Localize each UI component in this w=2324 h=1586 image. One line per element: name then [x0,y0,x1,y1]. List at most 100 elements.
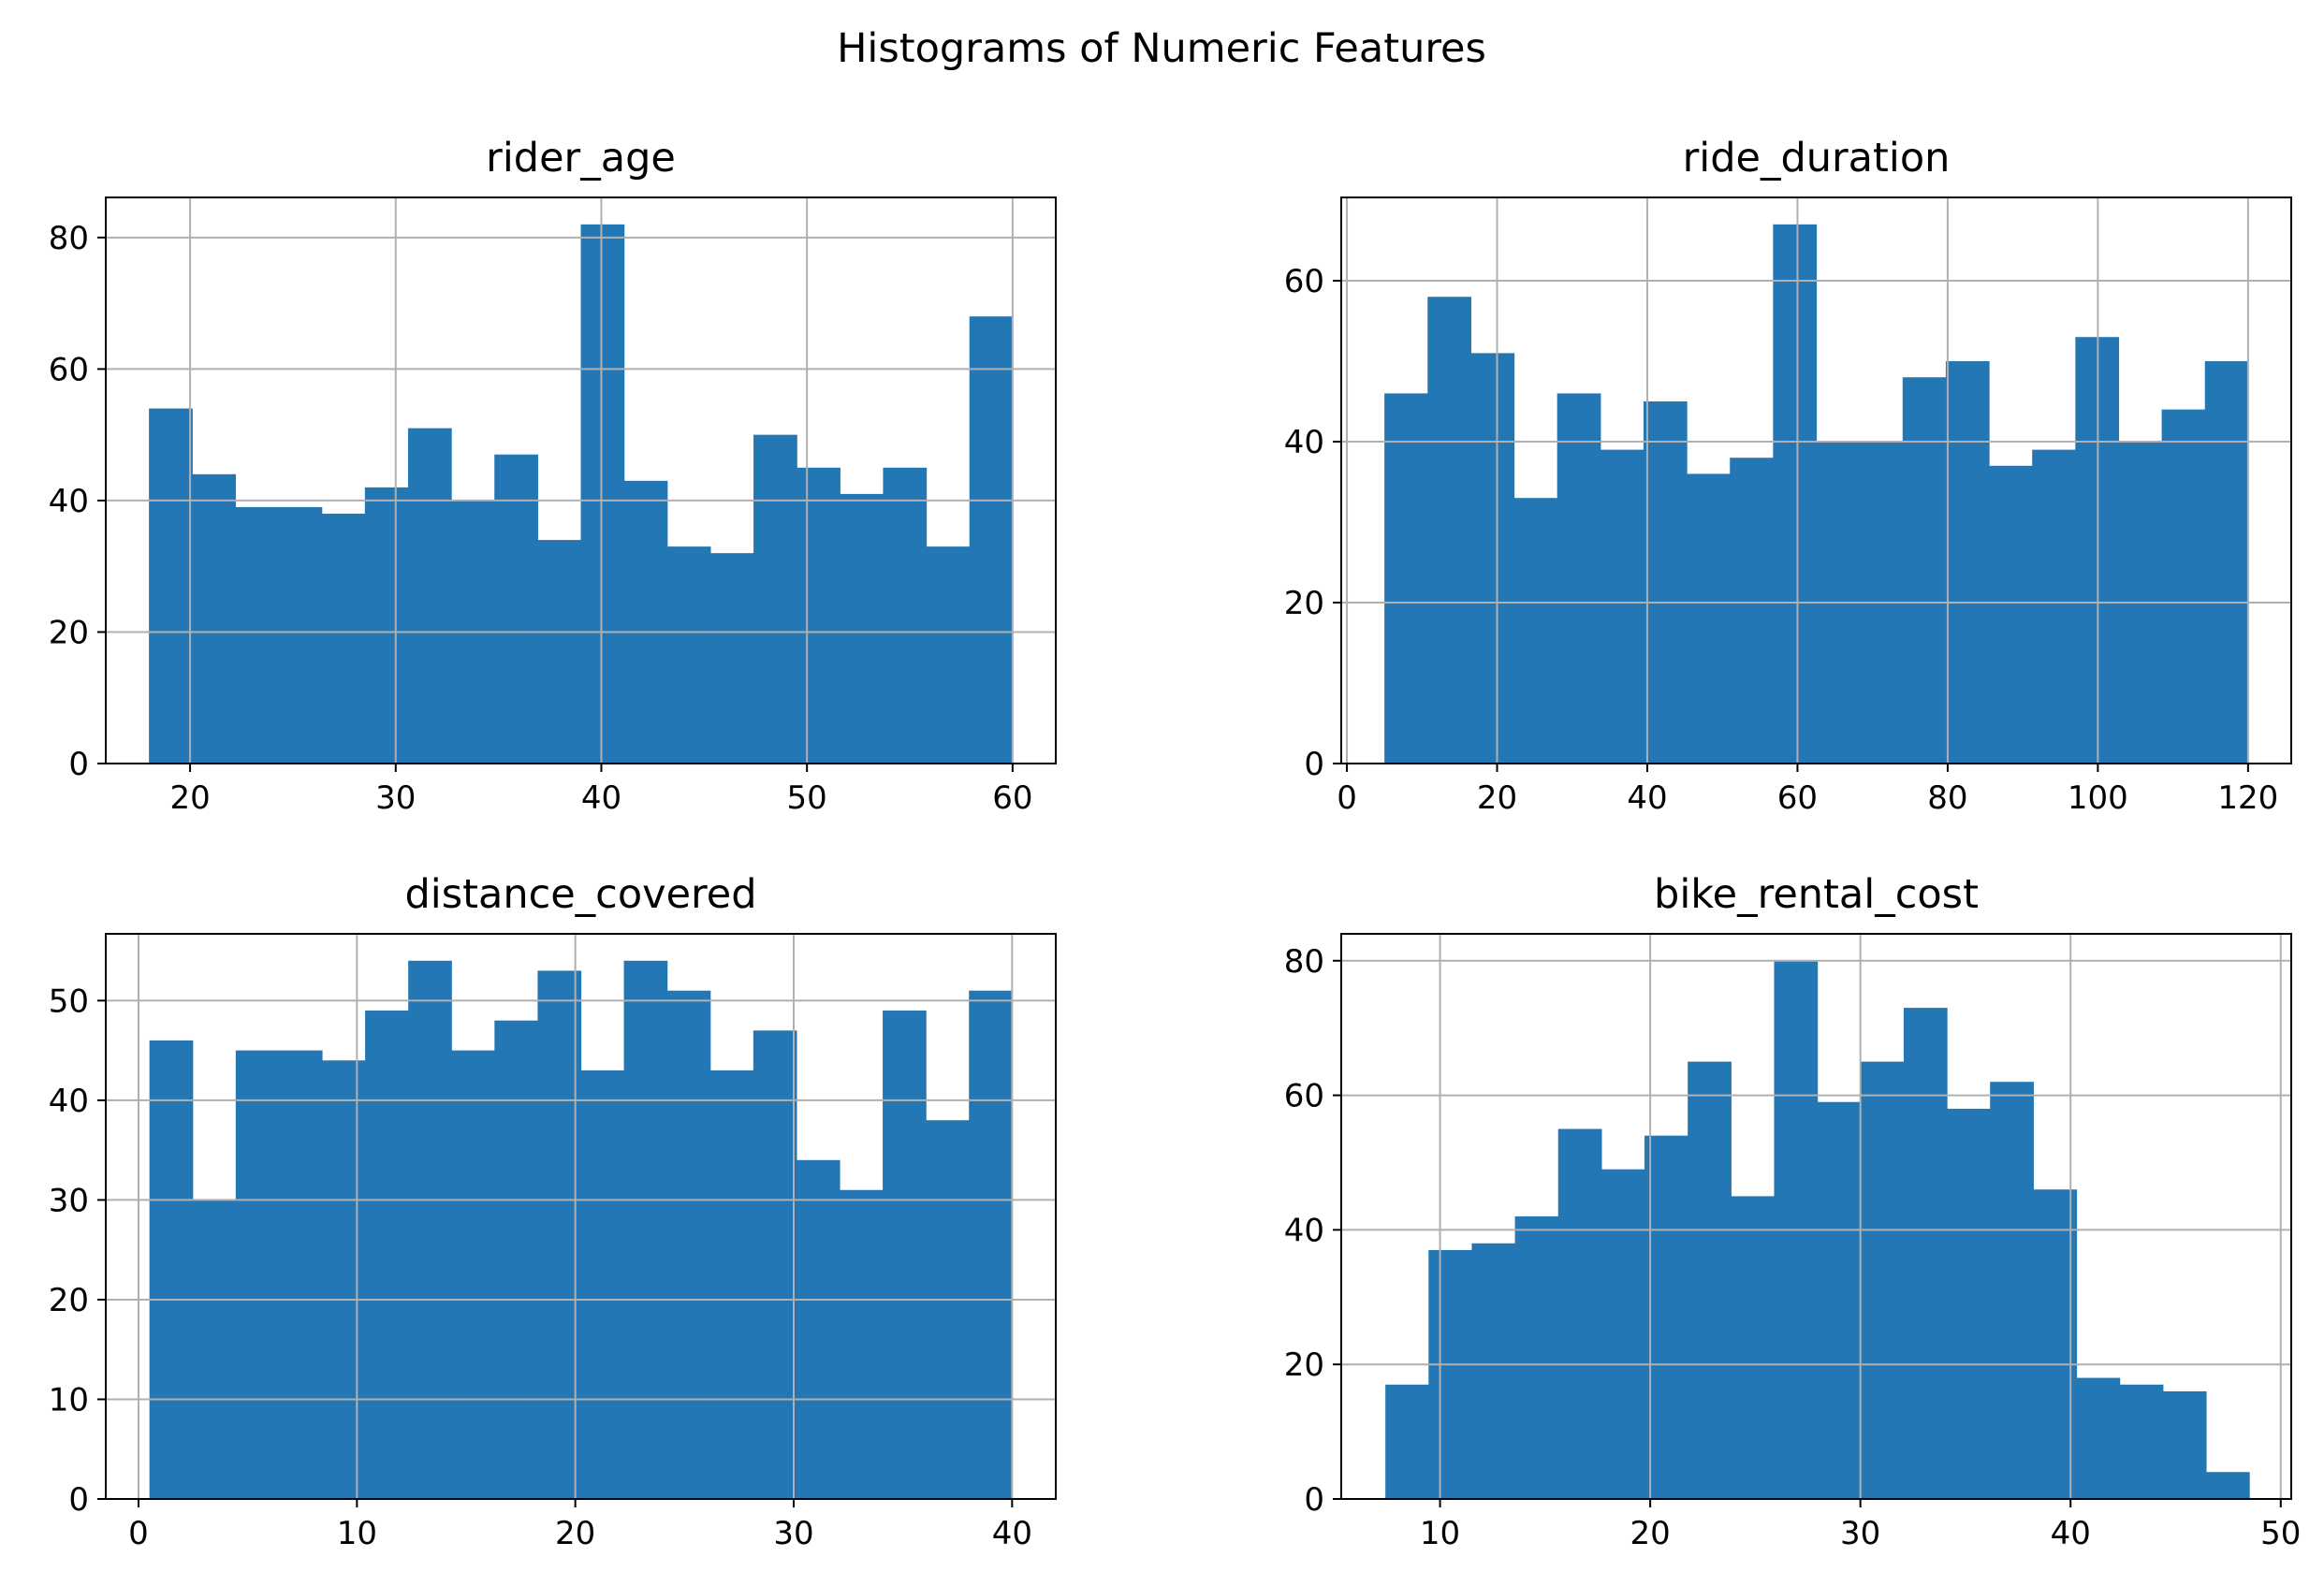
ride-duration-bar [2032,449,2076,764]
bike-rental-cost-bar [1990,1082,2034,1499]
ride-duration-axes-frame [1340,196,2292,764]
distance-covered-bar [969,990,1013,1499]
rider-age-bar [926,546,971,764]
distance-covered-bar [451,1050,495,1499]
panel-bike-rental-cost: 10 20 30 40 50 0 20 40 60 80 bike_rental_cost [1284,871,2302,1552]
distance-covered-bar [494,1020,539,1499]
rider-age-x-tick-label: 20 [169,779,210,817]
bike-rental-cost-y-tick-label: 0 [1304,1481,1324,1519]
rider-age-bar [192,473,237,764]
bike-rental-cost-bar [2162,1390,2207,1499]
bike-rental-cost-bar [2076,1377,2121,1499]
bike-rental-cost-bar [1557,1128,1602,1499]
ride-duration-bar [1384,393,1428,764]
rider-age-bar [883,467,928,764]
bike-rental-cost-x-tick-label: 20 [1630,1515,1670,1552]
bike-rental-cost-y-tick-label: 20 [1284,1346,1324,1384]
ride-duration-x-tick-label: 20 [1477,779,1517,817]
distance-covered-bar [322,1060,366,1499]
rider-age-title: rider_age [486,135,676,182]
ride-duration-y-tick-label: 20 [1284,585,1324,622]
panel-rider-age: 20 30 40 50 60 0 20 40 60 80 rider_age [49,135,1057,817]
figure-title: Histograms of Numeric Features [837,25,1486,72]
distance-covered-y-tick-label: 40 [49,1083,89,1120]
distance-covered-bar [149,1040,194,1499]
rider-age-x-tick-label: 30 [375,779,416,817]
ride-duration-y-tick-label: 0 [1304,746,1324,783]
distance-covered-bar [709,1069,754,1499]
bike-rental-cost-axes-frame [1340,933,2292,1500]
bike-rental-cost-bar [2205,1472,2250,1499]
bike-rental-cost-y-tick-label: 60 [1284,1078,1324,1115]
distance-covered-y-tick-label: 30 [49,1182,89,1219]
rider-age-y-tick-label: 0 [68,746,89,783]
rider-age-bar [753,434,797,764]
ride-duration-bar [1470,353,1515,764]
distance-covered-bar [365,1011,409,1499]
rider-age-y-tick-label: 40 [49,483,89,520]
bike-rental-cost-bar [1385,1384,1429,1499]
bike-rental-cost-bar [2119,1384,2164,1499]
distance-covered-x-tick-label: 10 [337,1515,377,1552]
rider-age-y-tick-label: 20 [49,614,89,651]
ride-duration-x-tick-label: 80 [1927,779,1967,817]
distance-covered-bar [537,970,582,1499]
bike-rental-cost-bar [1903,1008,1948,1499]
distance-covered-bar [580,1069,625,1499]
rider-age-x-tick-label: 50 [787,779,827,817]
rider-age-bar [278,506,323,764]
ride-duration-bar [2204,361,2249,764]
ride-duration-x-tick-label: 120 [2217,779,2278,817]
ride-duration-bar [1513,498,1558,764]
panel-ride-duration: 0 20 40 60 80 100 120 0 20 40 60 ride_duration [1284,135,2292,817]
ride-duration-x-tick-label: 0 [1337,779,1357,817]
rider-age-bar [840,493,884,764]
bike-rental-cost-x-tick-label: 10 [1420,1515,1460,1552]
rider-age-bar [149,408,193,764]
rider-age-bar [666,546,711,764]
bike-rental-cost-bar [1600,1169,1645,1499]
ride-duration-bar [1945,361,1990,764]
distance-covered-y-tick-label: 20 [49,1282,89,1319]
ride-duration-bar [2161,409,2206,764]
rider-age-bar [580,224,625,764]
ride-duration-bar [1557,393,1601,764]
ride-duration-bar [1773,224,1818,764]
bike-rental-cost-bar [1731,1196,1776,1499]
distance-covered-bar [926,1120,970,1499]
bike-rental-cost-bar [1860,1061,1905,1499]
ride-duration-bar [1730,458,1774,764]
rider-age-bar [537,540,582,764]
bike-rental-cost-x-tick-label: 40 [2051,1515,2091,1552]
distance-covered-x-tick-label: 40 [992,1515,1032,1552]
distance-covered-bar [666,990,711,1499]
ride-duration-title: ride_duration [1683,135,1951,182]
distance-covered-bar [235,1050,280,1499]
ride-duration-bar [1427,297,1472,764]
rider-age-x-tick-label: 40 [581,779,621,817]
rider-age-bar [494,454,538,764]
ride-duration-bar [1687,473,1731,764]
rider-age-bar [407,428,452,764]
distance-covered-bar [623,960,668,1499]
distance-covered-x-tick-label: 30 [773,1515,813,1552]
distance-covered-y-tick-label: 10 [49,1381,89,1419]
bike-rental-cost-bar [1817,1101,1862,1499]
ride-duration-bar [1902,377,1947,764]
bike-rental-cost-bar [1471,1243,1516,1499]
rider-age-y-tick-label: 80 [49,220,89,257]
distance-covered-x-tick-label: 20 [555,1515,595,1552]
rider-age-x-tick-label: 60 [992,779,1032,817]
bike-rental-cost-bar [1514,1216,1559,1499]
rider-age-bar [623,480,668,764]
ride-duration-bar [1989,465,2033,764]
ride-duration-y-tick-label: 60 [1284,263,1324,300]
bike-rental-cost-y-tick-label: 80 [1284,943,1324,981]
distance-covered-title: distance_covered [404,871,756,918]
distance-covered-bar [192,1200,237,1499]
ride-duration-x-tick-label: 60 [1777,779,1818,817]
bike-rental-cost-bar [1688,1061,1732,1499]
bike-rental-cost-bar [1428,1249,1473,1499]
panel-distance-covered: 0 10 20 30 40 0 10 20 30 40 50 distance_covered [49,871,1057,1552]
rider-age-bar [364,487,409,764]
